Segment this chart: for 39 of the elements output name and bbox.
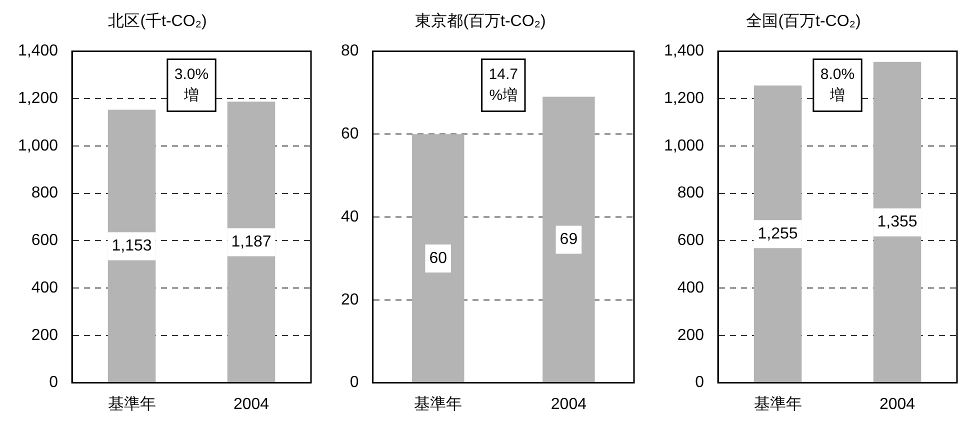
y-tick-label: 0: [49, 374, 58, 392]
y-tick-label: 1,000: [664, 137, 704, 154]
y-tick-label: 60: [341, 126, 359, 143]
y-tick-label: 40: [341, 208, 359, 226]
x-tick-label: 2004: [550, 396, 587, 413]
y-tick-label: 0: [695, 374, 704, 392]
y-tick-label: 600: [677, 232, 704, 250]
x-tick-label: 2004: [879, 396, 916, 413]
data-label: 1,255: [758, 226, 798, 243]
data-label: 1,355: [877, 214, 918, 231]
data-label: 69: [560, 231, 578, 248]
x-tick-label: 基準年: [754, 394, 802, 413]
y-tick-label: 1,200: [664, 90, 704, 107]
y-tick-label: 600: [31, 232, 58, 250]
y-tick-label: 0: [350, 374, 359, 392]
x-tick-label: 基準年: [414, 394, 462, 413]
chart-title: 北区(千t-CO₂): [108, 12, 207, 30]
y-tick-label: 400: [677, 279, 704, 296]
y-tick-label: 1,400: [18, 42, 58, 60]
x-tick-label: 2004: [233, 396, 270, 413]
y-tick-label: 1,000: [18, 137, 58, 154]
chart-title: 全国(百万t-CO₂): [746, 13, 861, 30]
x-tick-label: 基準年: [108, 394, 156, 413]
annotation: 3.0% 増: [174, 66, 209, 104]
y-tick-label: 800: [31, 184, 58, 202]
y-tick-label: 20: [341, 291, 359, 308]
y-tick-label: 800: [677, 184, 704, 202]
y-tick-label: 200: [677, 326, 704, 344]
y-tick-label: 1,400: [664, 42, 704, 60]
chart-title: 東京都(百万t-CO₂): [415, 12, 546, 30]
data-label: 1,187: [231, 234, 272, 251]
annotation: 8.0% 増: [820, 66, 855, 104]
annotation: 14.7 %増: [488, 66, 518, 104]
y-tick-label: 1,200: [18, 90, 58, 107]
y-tick-label: 200: [31, 326, 58, 344]
y-tick-label: 80: [341, 42, 359, 60]
y-tick-label: 400: [31, 279, 58, 296]
data-label: 60: [429, 250, 448, 267]
data-label: 1,153: [112, 238, 152, 255]
